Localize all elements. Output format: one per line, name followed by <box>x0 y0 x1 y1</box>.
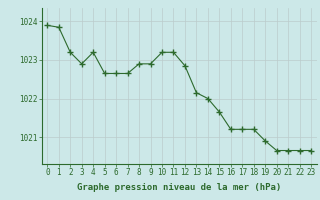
X-axis label: Graphe pression niveau de la mer (hPa): Graphe pression niveau de la mer (hPa) <box>77 183 281 192</box>
